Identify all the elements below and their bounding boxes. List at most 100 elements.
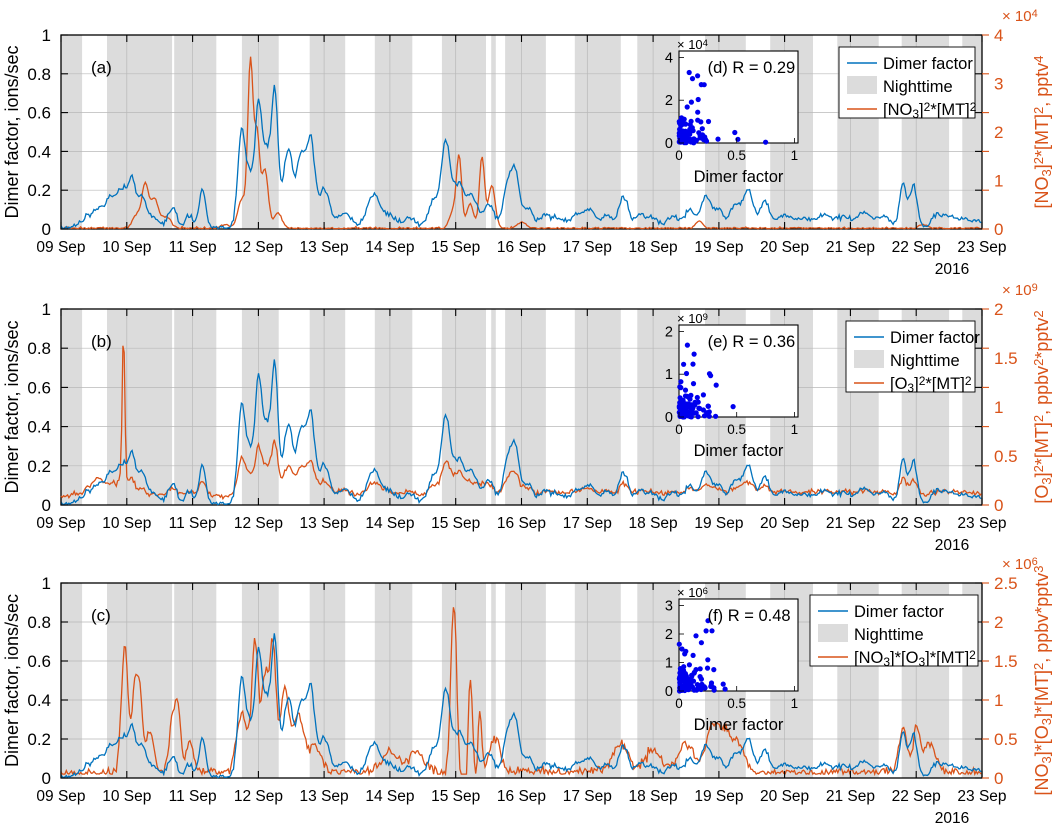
svg-text:16 Sep: 16 Sep — [497, 515, 546, 532]
svg-text:1.5: 1.5 — [994, 652, 1018, 671]
svg-text:(b): (b) — [91, 332, 112, 351]
svg-text:0: 0 — [994, 769, 1003, 788]
svg-text:13 Sep: 13 Sep — [300, 515, 349, 532]
svg-text:[NO3]2*[MT]2: [NO3]2*[MT]2 — [883, 100, 977, 121]
svg-text:17 Sep: 17 Sep — [563, 788, 612, 805]
svg-text:15 Sep: 15 Sep — [431, 239, 480, 256]
svg-text:2: 2 — [994, 123, 1003, 142]
svg-text:Dimer factor: Dimer factor — [694, 716, 784, 734]
svg-text:1.5: 1.5 — [994, 349, 1018, 368]
svg-text:20 Sep: 20 Sep — [760, 239, 809, 256]
svg-text:1: 1 — [42, 300, 51, 319]
svg-text:0: 0 — [675, 148, 683, 163]
svg-text:Nighttime: Nighttime — [890, 352, 960, 370]
svg-text:2: 2 — [665, 324, 673, 340]
svg-text:0.8: 0.8 — [27, 65, 51, 84]
svg-text:0.2: 0.2 — [27, 181, 51, 200]
svg-text:[O3]2*[MT]2, ppbv2*pptv2: [O3]2*[MT]2, ppbv2*pptv2 — [1031, 310, 1054, 503]
svg-text:11 Sep: 11 Sep — [169, 239, 217, 256]
svg-text:16 Sep: 16 Sep — [497, 788, 546, 805]
svg-text:4: 4 — [665, 50, 673, 66]
svg-text:1: 1 — [994, 172, 1003, 191]
svg-text:11 Sep: 11 Sep — [169, 515, 217, 532]
svg-text:2016: 2016 — [935, 261, 969, 278]
svg-text:0: 0 — [665, 136, 673, 152]
svg-text:0: 0 — [665, 410, 673, 426]
svg-text:22 Sep: 22 Sep — [892, 515, 941, 532]
svg-text:0.4: 0.4 — [27, 142, 51, 161]
svg-text:1: 1 — [42, 574, 51, 593]
svg-text:22 Sep: 22 Sep — [892, 239, 941, 256]
svg-text:2016: 2016 — [935, 537, 969, 554]
svg-text:0.5: 0.5 — [727, 148, 746, 163]
svg-text:17 Sep: 17 Sep — [563, 239, 612, 256]
svg-text:(e) R = 0.36: (e) R = 0.36 — [708, 333, 796, 351]
svg-text:(c): (c) — [91, 606, 111, 625]
svg-text:17 Sep: 17 Sep — [563, 515, 612, 532]
svg-text:23 Sep: 23 Sep — [957, 515, 1006, 532]
svg-text:09 Sep: 09 Sep — [36, 515, 85, 532]
svg-text:1: 1 — [42, 26, 51, 45]
svg-text:0: 0 — [994, 496, 1003, 515]
svg-text:10 Sep: 10 Sep — [102, 515, 151, 532]
svg-text:0.6: 0.6 — [27, 652, 51, 671]
svg-text:1: 1 — [994, 691, 1003, 710]
svg-text:Dimer factor: Dimer factor — [890, 329, 980, 347]
svg-text:Dimer factor: Dimer factor — [694, 442, 784, 460]
svg-text:(d) R = 0.29: (d) R = 0.29 — [708, 59, 796, 77]
svg-text:21 Sep: 21 Sep — [826, 788, 875, 805]
svg-text:4: 4 — [994, 26, 1003, 45]
svg-text:23 Sep: 23 Sep — [957, 239, 1006, 256]
svg-text:0.6: 0.6 — [27, 104, 51, 123]
svg-text:19 Sep: 19 Sep — [694, 239, 743, 256]
svg-text:13 Sep: 13 Sep — [300, 788, 349, 805]
svg-text:22 Sep: 22 Sep — [892, 788, 941, 805]
svg-text:20 Sep: 20 Sep — [760, 788, 809, 805]
svg-text:16 Sep: 16 Sep — [497, 239, 546, 256]
svg-text:[NO3]*[O3]*[MT]2: [NO3]*[O3]*[MT]2 — [854, 648, 976, 669]
svg-text:Nighttime: Nighttime — [883, 78, 953, 96]
svg-text:1: 1 — [665, 656, 673, 672]
svg-text:23 Sep: 23 Sep — [957, 788, 1006, 805]
svg-text:12 Sep: 12 Sep — [234, 788, 283, 805]
svg-text:10 Sep: 10 Sep — [102, 239, 151, 256]
svg-text:[O3]2*[MT]2: [O3]2*[MT]2 — [890, 374, 972, 395]
svg-text:1: 1 — [791, 148, 799, 163]
svg-text:0.5: 0.5 — [994, 730, 1018, 749]
svg-text:10 Sep: 10 Sep — [102, 788, 151, 805]
svg-text:2: 2 — [665, 627, 673, 643]
svg-text:1: 1 — [791, 696, 799, 711]
svg-text:1: 1 — [791, 422, 799, 437]
svg-text:0.5: 0.5 — [727, 696, 746, 711]
svg-text:2.5: 2.5 — [994, 574, 1018, 593]
svg-text:18 Sep: 18 Sep — [629, 239, 678, 256]
svg-text:0.5: 0.5 — [727, 422, 746, 437]
svg-text:1: 1 — [994, 398, 1003, 417]
svg-text:[NO3]2*[MT]2, pptv4: [NO3]2*[MT]2, pptv4 — [1031, 56, 1054, 209]
svg-text:13 Sep: 13 Sep — [300, 239, 349, 256]
svg-text:09 Sep: 09 Sep — [36, 788, 85, 805]
svg-text:Dimer factor: Dimer factor — [694, 168, 784, 186]
svg-text:0: 0 — [675, 696, 683, 711]
svg-text:Dimer factor, ions/sec: Dimer factor, ions/sec — [2, 320, 22, 493]
svg-text:15 Sep: 15 Sep — [431, 515, 480, 532]
svg-text:12 Sep: 12 Sep — [234, 239, 283, 256]
svg-text:0.5: 0.5 — [994, 447, 1018, 466]
svg-text:14 Sep: 14 Sep — [365, 239, 414, 256]
svg-text:20 Sep: 20 Sep — [760, 515, 809, 532]
svg-text:0: 0 — [994, 220, 1003, 239]
svg-text:0: 0 — [42, 769, 51, 788]
svg-text:0: 0 — [675, 422, 683, 437]
svg-text:19 Sep: 19 Sep — [694, 515, 743, 532]
svg-text:3: 3 — [994, 75, 1003, 94]
svg-text:19 Sep: 19 Sep — [694, 788, 743, 805]
svg-text:Dimer factor, ions/sec: Dimer factor, ions/sec — [2, 594, 22, 767]
svg-text:Dimer factor: Dimer factor — [854, 603, 944, 621]
svg-text:(a): (a) — [91, 58, 112, 77]
svg-text:0.2: 0.2 — [27, 730, 51, 749]
svg-text:14 Sep: 14 Sep — [365, 515, 414, 532]
svg-text:Nighttime: Nighttime — [854, 626, 924, 644]
svg-text:12 Sep: 12 Sep — [234, 515, 283, 532]
svg-text:14 Sep: 14 Sep — [365, 788, 414, 805]
svg-text:0.8: 0.8 — [27, 339, 51, 358]
